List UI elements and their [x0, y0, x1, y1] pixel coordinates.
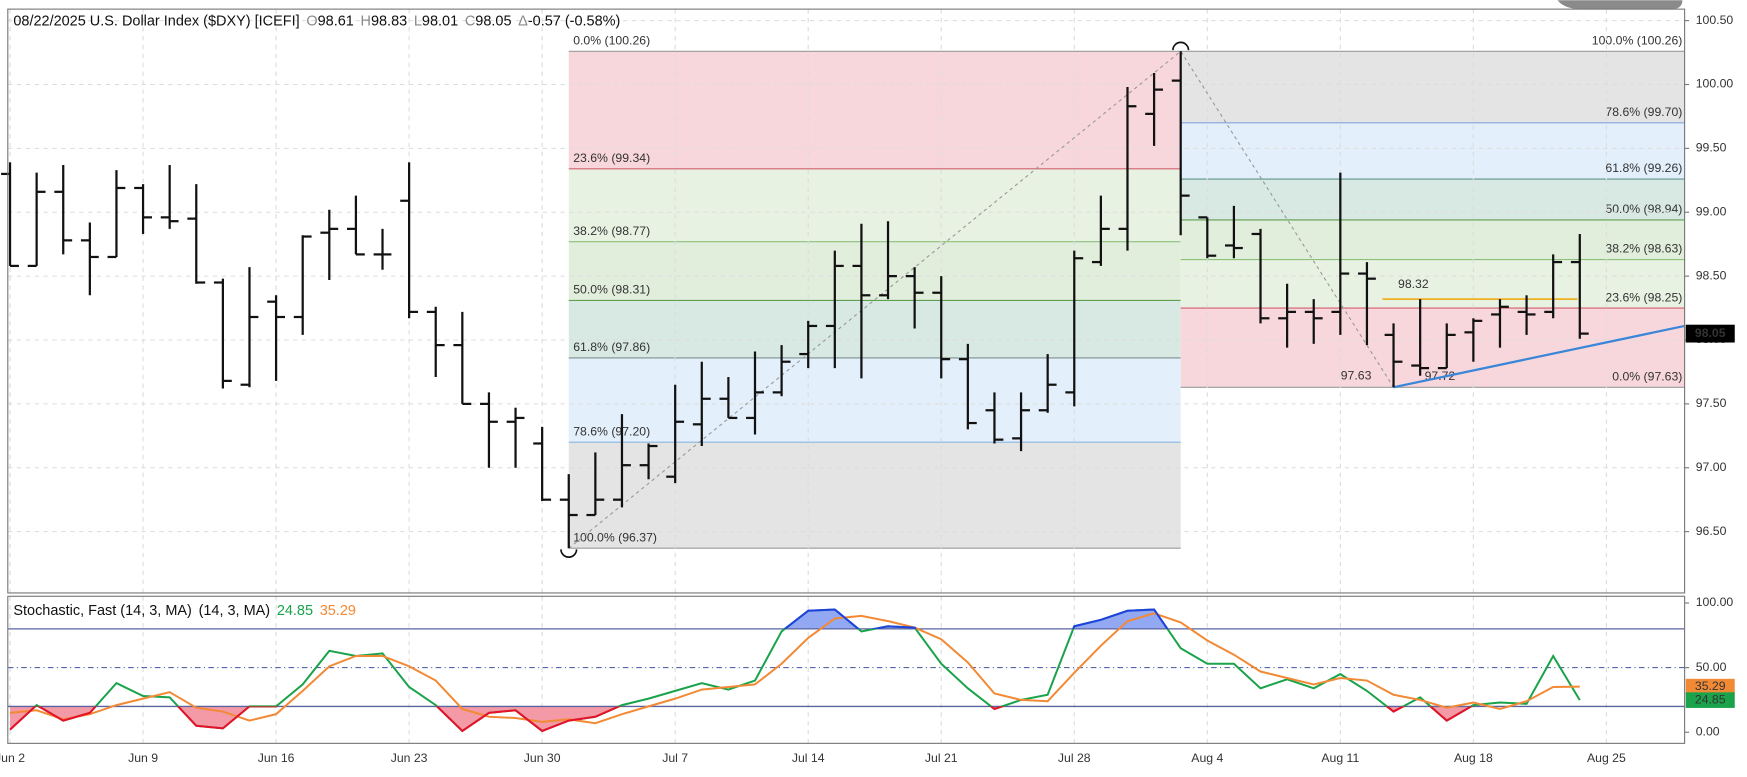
y-tick-label: 97.50 — [1696, 396, 1727, 410]
x-tick-label: Jun 2 — [0, 751, 25, 765]
x-tick-label: Aug 11 — [1321, 751, 1359, 765]
swing-marker — [1172, 41, 1190, 51]
fib-band — [1180, 122, 1685, 180]
y-tick-label: 100.50 — [1696, 13, 1734, 27]
y-tick-label: 100.00 — [1696, 77, 1734, 91]
fib-label: 100.0% (96.37) — [573, 530, 657, 544]
value-box — [1685, 692, 1735, 708]
x-tick-label: Jun 9 — [128, 751, 158, 765]
d-value: 35.29 — [320, 603, 356, 619]
x-tick-label: Jun 30 — [524, 751, 561, 765]
fib-band — [568, 168, 1181, 242]
fib-label: 23.6% (98.25) — [1605, 290, 1682, 304]
chart-title: 08/22/2025 U.S. Dollar Index ($DXY) [ICE… — [13, 13, 299, 29]
price-frame — [7, 8, 1686, 594]
fib-band — [568, 241, 1181, 301]
y-tick-label: 100.00 — [1696, 595, 1734, 609]
fib-band — [568, 357, 1181, 443]
price-plot: 0.0% (100.26) 23.6% (99.34) 38.2% (98.77) 5… — [1, 9, 1685, 593]
close-value: 98.05 — [475, 13, 511, 29]
low-value: 98.01 — [422, 13, 458, 29]
x-tick-label: Jul 21 — [925, 751, 958, 765]
ohlc-label: L — [414, 13, 422, 29]
x-tick-label: Aug 4 — [1191, 751, 1223, 765]
y-tick-label: 96.50 — [1696, 524, 1727, 538]
x-tick-label: Aug 25 — [1587, 751, 1626, 765]
x-tick-label: Jul 14 — [792, 751, 825, 765]
value-box-label: 24.85 — [1695, 692, 1726, 706]
y-tick-label: 50.00 — [1696, 660, 1727, 674]
fib-label: 38.2% (98.63) — [1605, 242, 1682, 256]
stochastic-subtitle: (14, 3, MA) — [199, 603, 271, 619]
fib-label: 0.0% (97.63) — [1612, 369, 1682, 383]
fib-band — [1180, 179, 1685, 220]
band-fill — [10, 609, 1580, 629]
last-price-box — [1685, 324, 1735, 343]
y-tick-label: 0.00 — [1696, 724, 1720, 738]
y-tick-label: 99.00 — [1696, 204, 1727, 218]
fib-label: 50.0% (98.31) — [573, 283, 650, 297]
last-price-label: 98.05 — [1695, 326, 1726, 340]
fib-label: 23.6% (99.34) — [573, 151, 650, 165]
fib-label: 38.2% (98.77) — [573, 224, 650, 238]
x-tick-label: Jun 23 — [391, 751, 428, 765]
fib-band — [568, 51, 1181, 169]
fib-band — [1180, 51, 1685, 123]
fib-band — [1180, 259, 1685, 309]
k-value: 24.85 — [277, 603, 313, 619]
fib-band — [568, 442, 1181, 549]
swing-marker — [560, 549, 578, 558]
d-line — [9, 612, 1580, 725]
ohlc-label: O — [306, 13, 317, 29]
trend-line — [1393, 324, 1685, 389]
fib-label: 78.6% (97.20) — [573, 424, 650, 438]
fib-label: 0.0% (100.26) — [573, 33, 650, 47]
stochastic-title: Stochastic, Fast (14, 3, MA) — [13, 603, 192, 619]
y-tick-label: 97.00 — [1696, 460, 1727, 474]
change-value: -0.57 (-0.58%) — [528, 13, 620, 29]
value-box — [1685, 678, 1735, 695]
k-line-extreme — [783, 608, 1169, 629]
resistance-label: 98.32 — [1398, 277, 1429, 291]
x-tick-label: Jun 16 — [258, 751, 295, 765]
axes: 96.5097.0097.5098.0098.5099.0099.50100.0… — [1684, 13, 1735, 738]
change-label: Δ — [518, 13, 528, 29]
window-tab — [1557, 0, 1683, 10]
low-label: 97.63 — [1341, 368, 1372, 382]
value-box-label: 35.29 — [1695, 679, 1726, 693]
x-tick-label: Aug 18 — [1454, 751, 1493, 765]
x-tick-label: Jul 7 — [662, 751, 688, 765]
header: 08/22/2025 U.S. Dollar Index ($DXY) [ICE… — [13, 13, 620, 29]
fib-label: 100.0% (100.26) — [1592, 33, 1683, 47]
ohlc-label: H — [361, 13, 371, 29]
stochastic-plot — [7, 596, 1685, 744]
x-tick-label: Jul 28 — [1058, 751, 1091, 765]
k-line-extreme — [9, 706, 1474, 733]
y-tick-label: 99.50 — [1696, 141, 1727, 155]
swing-guide — [568, 50, 1395, 549]
fib-label: 61.8% (97.86) — [573, 340, 650, 354]
fib-label: 78.6% (99.70) — [1605, 105, 1682, 119]
ohlc-label: C — [465, 13, 475, 29]
high-value: 98.83 — [371, 13, 407, 29]
fib-label: 61.8% (99.26) — [1605, 161, 1682, 175]
stochastic-header: Stochastic, Fast (14, 3, MA) (14, 3, MA) 2… — [13, 603, 356, 619]
fib-band — [1180, 219, 1685, 260]
stochastic-frame — [7, 595, 1686, 744]
fib-band — [1180, 308, 1685, 388]
fib-band — [568, 300, 1181, 358]
open-value: 98.61 — [318, 13, 354, 29]
y-tick-label: 98.50 — [1696, 268, 1727, 282]
fib-label: 50.0% (98.94) — [1605, 202, 1682, 216]
